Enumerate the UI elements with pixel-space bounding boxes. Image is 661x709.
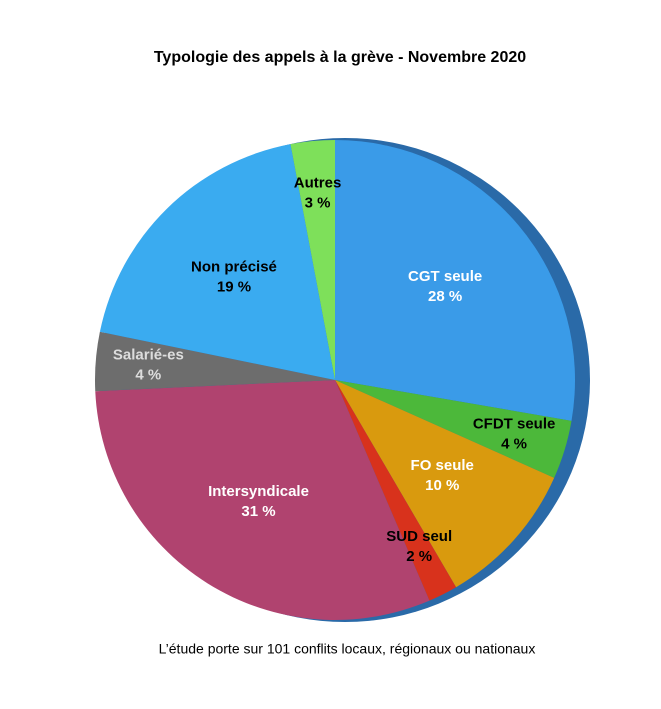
slice-value-label: 28 % [428, 288, 462, 305]
pie-slice [335, 140, 575, 421]
chart-title: Typologie des appels à la grève - Novemb… [154, 49, 526, 66]
labels: CGT seule 28 % CFDT seule 4 % FO seule 10 % SU… [113, 175, 555, 566]
pie-slice [290, 140, 335, 380]
slice-value-label: 4 % [501, 435, 527, 452]
slices [95, 140, 575, 620]
pie-slice [335, 380, 555, 588]
note: L’étude porte sur 101 conflits locaux, r… [159, 641, 536, 657]
slice-value-label: 19 % [217, 278, 251, 295]
slice-label: Salarié-es [113, 346, 184, 363]
slice-value-label: 4 % [135, 366, 161, 383]
slice-label: CFDT seule [473, 415, 556, 432]
pie-slice [95, 331, 336, 392]
slice-value-label: 31 % [241, 503, 275, 520]
pie-slice [335, 380, 457, 601]
slice-label: SUD seul [386, 528, 452, 545]
slice-label: Autres [294, 175, 342, 192]
slice-value-label: 2 % [406, 548, 432, 565]
pie-slice [95, 380, 430, 620]
slice-label: CGT seule [408, 268, 482, 285]
slice-label: Non précisé [191, 258, 277, 275]
pie-slice [99, 144, 335, 380]
slice-value-label: 3 % [305, 195, 331, 212]
slice-label: Intersyndicale [208, 483, 309, 500]
slice-value-label: 10 % [425, 477, 459, 494]
slice-label: FO seule [411, 457, 474, 474]
pie-slice [335, 380, 572, 478]
